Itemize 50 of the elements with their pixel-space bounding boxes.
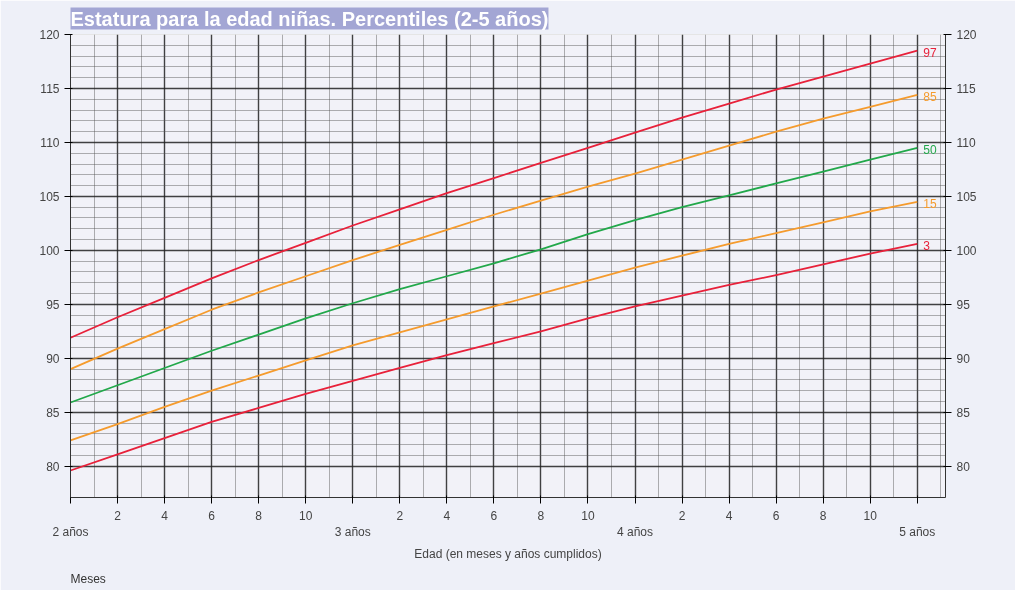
line-series	[70, 49, 919, 339]
y2-tick-label: 115	[956, 81, 976, 96]
y-tick-label: 95	[46, 297, 60, 312]
line-series	[70, 200, 919, 442]
line-series	[70, 242, 919, 472]
line-series	[70, 94, 919, 370]
y2-tick-label: 95	[956, 297, 971, 312]
x-tick-label: 2	[678, 508, 686, 523]
series-label: 50	[923, 142, 937, 157]
text: Meses	[70, 571, 106, 586]
y-tick-label: 90	[46, 351, 60, 366]
y2-tick-label: 80	[956, 459, 971, 474]
series-label: 15	[923, 196, 937, 211]
x-tick-label: 3 años	[334, 525, 371, 540]
chart-title: Estatura para la edad niñas. Percentiles (2-5 años)	[70, 7, 549, 30]
x-tick-label: 2	[396, 508, 404, 523]
x-tick-label: 4	[443, 508, 451, 523]
x-tick-label: 6	[208, 508, 216, 523]
y-tick-label: 120	[39, 28, 60, 42]
y2-tick-label: 105	[956, 189, 977, 204]
y-tick-label: 115	[40, 81, 60, 96]
series-label: 85	[923, 89, 937, 104]
x-tick-label: 2	[114, 508, 122, 523]
y-tick-label: 110	[40, 135, 60, 150]
x-tick-label: 8	[537, 508, 545, 523]
series-label: 3	[923, 238, 931, 253]
y2-tick-label: 100	[956, 243, 977, 258]
line-series	[70, 146, 919, 404]
x-tick-label: 10	[299, 508, 313, 523]
x-tick-label: 4	[725, 508, 733, 523]
x-tick-label: 10	[581, 508, 595, 523]
x-tick-label: 6	[772, 508, 780, 523]
x-tick-label: 4 años	[617, 525, 654, 540]
y2-tick-label: 85	[956, 405, 971, 420]
series-label: 97	[923, 45, 937, 60]
y2-tick-label: 110	[956, 135, 976, 150]
y-tick-label: 80	[46, 459, 60, 474]
x-tick-label: 4	[161, 508, 169, 523]
x-tick-label: 10	[863, 508, 878, 523]
y-tick-label: 85	[46, 405, 60, 420]
y2-tick-label: 90	[956, 351, 971, 366]
y2-tick-label: 120	[956, 28, 977, 42]
x-tick-label: 8	[819, 508, 827, 523]
x-tick-label: 2 años	[52, 525, 89, 540]
x-axis-title: Edad (en meses y años cumplidos)	[414, 547, 602, 562]
x-tick-label: 8	[255, 508, 263, 523]
x-tick-label: 5 años	[899, 525, 936, 540]
y-tick-label: 100	[39, 243, 60, 258]
x-tick-label: 6	[490, 508, 498, 523]
y-tick-label: 105	[39, 189, 60, 204]
